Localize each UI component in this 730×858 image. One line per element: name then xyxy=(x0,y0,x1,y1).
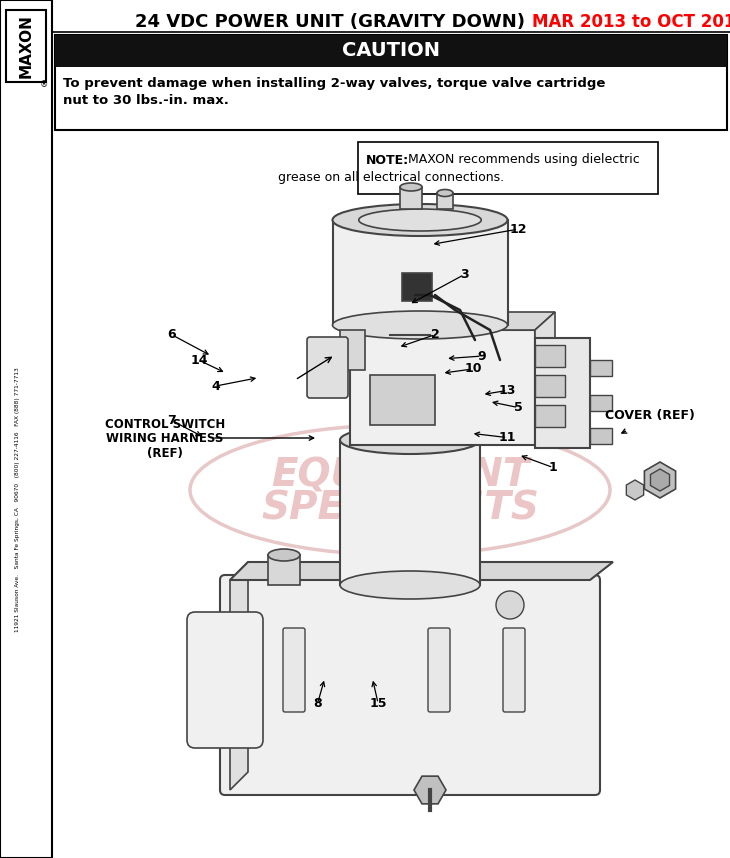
Text: MAXON: MAXON xyxy=(18,14,34,78)
Bar xyxy=(370,375,435,425)
Text: 24 VDC POWER UNIT (GRAVITY DOWN): 24 VDC POWER UNIT (GRAVITY DOWN) xyxy=(135,13,525,31)
Text: 8: 8 xyxy=(313,697,322,710)
FancyBboxPatch shape xyxy=(187,612,263,748)
Bar xyxy=(535,405,565,427)
Bar xyxy=(535,375,565,397)
Ellipse shape xyxy=(332,311,507,339)
Text: EQUIPMENT: EQUIPMENT xyxy=(271,456,529,494)
Bar xyxy=(535,338,590,448)
Text: 13: 13 xyxy=(499,384,516,397)
Text: 2: 2 xyxy=(431,328,439,341)
Text: nut to 30 lbs.-in. max.: nut to 30 lbs.-in. max. xyxy=(63,94,229,107)
Circle shape xyxy=(496,591,524,619)
Text: 5: 5 xyxy=(514,401,523,414)
Text: 7: 7 xyxy=(167,414,176,427)
Text: COVER (REF): COVER (REF) xyxy=(605,408,695,421)
Bar xyxy=(55,35,727,67)
Bar xyxy=(333,220,508,325)
Text: 1: 1 xyxy=(549,461,558,474)
Ellipse shape xyxy=(437,190,453,196)
Text: 15: 15 xyxy=(369,697,387,710)
Polygon shape xyxy=(350,312,555,330)
Text: CAUTION: CAUTION xyxy=(342,41,440,61)
Text: grease on all electrical connections.: grease on all electrical connections. xyxy=(278,172,504,184)
Ellipse shape xyxy=(332,204,507,236)
FancyBboxPatch shape xyxy=(307,337,348,398)
Bar xyxy=(358,142,658,194)
FancyBboxPatch shape xyxy=(428,628,450,712)
Ellipse shape xyxy=(268,549,300,561)
Polygon shape xyxy=(535,312,555,445)
Text: MAXON recommends using dielectric: MAXON recommends using dielectric xyxy=(404,154,639,166)
Bar xyxy=(590,395,612,411)
Bar xyxy=(400,187,422,209)
Text: 11921 Slauson Ave.   Santa Fe Springs, CA   90670   (800) 227-4116   FAX (888) 7: 11921 Slauson Ave. Santa Fe Springs, CA … xyxy=(15,367,20,632)
Polygon shape xyxy=(230,562,248,790)
Text: 6: 6 xyxy=(167,328,176,341)
Bar xyxy=(535,345,565,367)
Bar xyxy=(350,330,535,445)
FancyBboxPatch shape xyxy=(220,575,600,795)
Text: ®: ® xyxy=(40,81,48,89)
Text: WIRING HARNESS: WIRING HARNESS xyxy=(107,432,223,445)
Text: 3: 3 xyxy=(460,268,469,281)
Text: 11: 11 xyxy=(499,431,516,444)
Bar xyxy=(437,193,453,209)
FancyBboxPatch shape xyxy=(283,628,305,712)
FancyBboxPatch shape xyxy=(503,628,525,712)
Text: 12: 12 xyxy=(510,222,527,236)
Bar xyxy=(340,330,365,370)
Ellipse shape xyxy=(340,571,480,599)
Bar xyxy=(590,360,612,376)
Bar xyxy=(55,35,727,130)
Text: NOTE:: NOTE: xyxy=(366,154,409,166)
Text: 14: 14 xyxy=(191,353,208,367)
Bar xyxy=(590,428,612,444)
Text: MAR 2013 to OCT 2017: MAR 2013 to OCT 2017 xyxy=(532,13,730,31)
Bar xyxy=(340,440,480,585)
Text: (REF): (REF) xyxy=(147,446,183,460)
Ellipse shape xyxy=(340,426,480,454)
Bar xyxy=(402,273,432,301)
Text: 10: 10 xyxy=(464,362,482,376)
Text: 9: 9 xyxy=(477,349,486,363)
Ellipse shape xyxy=(400,183,422,191)
Bar xyxy=(6,10,46,82)
Polygon shape xyxy=(230,562,613,580)
Text: CONTROL SWITCH: CONTROL SWITCH xyxy=(105,419,225,432)
Text: SPECIALISTS: SPECIALISTS xyxy=(261,489,539,527)
Text: 4: 4 xyxy=(211,379,220,393)
Bar xyxy=(268,555,300,585)
Text: To prevent damage when installing 2-way valves, torque valve cartridge: To prevent damage when installing 2-way … xyxy=(63,77,605,90)
Ellipse shape xyxy=(358,209,481,231)
Bar xyxy=(0,0,52,858)
